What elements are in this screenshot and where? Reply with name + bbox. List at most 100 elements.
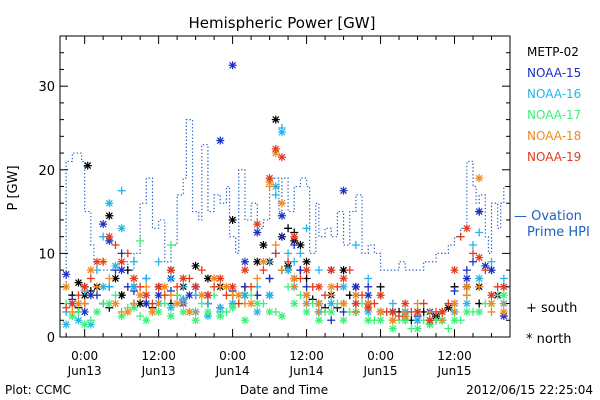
noaa-18-south-point bbox=[314, 307, 323, 316]
metp-02-north-point bbox=[228, 215, 237, 224]
noaa-17-south-point bbox=[247, 291, 256, 300]
y-tick-label: 0 bbox=[47, 331, 55, 346]
noaa-15-north-point bbox=[240, 257, 249, 266]
metp-02-north-point bbox=[74, 278, 83, 287]
noaa-19-south-point bbox=[444, 299, 453, 308]
noaa-19-south-point bbox=[271, 249, 280, 258]
ovation-legend-line1: — Ovation bbox=[514, 209, 582, 224]
noaa-16-north-point bbox=[277, 128, 286, 137]
noaa-15-north-point bbox=[481, 261, 490, 270]
noaa-19-north-point bbox=[240, 266, 249, 275]
noaa-16-south-point bbox=[154, 257, 163, 266]
metp-02-north-point bbox=[80, 291, 89, 300]
noaa-16-north-point bbox=[166, 303, 175, 312]
symbol-legend-north: * north bbox=[526, 332, 572, 347]
metp-02-north-point bbox=[271, 115, 280, 124]
noaa-18-south-point bbox=[277, 266, 286, 275]
noaa-16-north-point bbox=[265, 291, 274, 300]
noaa-19-north-point bbox=[271, 144, 280, 153]
noaa-18-south-point bbox=[351, 307, 360, 316]
noaa-19-south-point bbox=[123, 249, 132, 258]
noaa-17-north-point bbox=[129, 303, 138, 312]
noaa-16-south-point bbox=[284, 249, 293, 258]
x-tick-date-label: Jun14 bbox=[215, 364, 250, 378]
noaa-19-north-point bbox=[228, 282, 237, 291]
noaa-19-north-point bbox=[487, 291, 496, 300]
noaa-19-south-point bbox=[86, 274, 95, 283]
legend-noaa-15: NOAA-15 bbox=[527, 66, 581, 80]
noaa-17-north-point bbox=[154, 307, 163, 316]
noaa-17-north-point bbox=[228, 303, 237, 312]
noaa-19-north-point bbox=[450, 266, 459, 275]
noaa-19-north-point bbox=[425, 316, 434, 325]
noaa-19-north-point bbox=[253, 220, 262, 229]
axes-layer: 01020300:00Jun1312:00Jun130:00Jun1412:00… bbox=[38, 35, 511, 378]
noaa-18-south-point bbox=[302, 299, 311, 308]
x-tick-time-label: 0:00 bbox=[367, 349, 394, 363]
noaa-18-north-point bbox=[376, 307, 385, 316]
noaa-18-north-point bbox=[388, 316, 397, 325]
metp-02-north-point bbox=[290, 236, 299, 245]
noaa-16-south-point bbox=[351, 241, 360, 250]
noaa-18-north-point bbox=[210, 274, 219, 283]
noaa-19-south-point bbox=[370, 299, 379, 308]
noaa-16-south-point bbox=[117, 186, 126, 195]
noaa-19-north-point bbox=[129, 274, 138, 283]
noaa-18-south-point bbox=[253, 274, 262, 283]
x-tick-time-label: 0:00 bbox=[71, 349, 98, 363]
metp-02-north-point bbox=[253, 257, 262, 266]
noaa-17-south-point bbox=[136, 312, 145, 321]
noaa-17-north-point bbox=[265, 307, 274, 316]
noaa-19-north-point bbox=[475, 253, 484, 262]
noaa-19-north-point bbox=[203, 291, 212, 300]
metp-02-north-point bbox=[339, 266, 348, 275]
noaa-19-north-point bbox=[191, 282, 200, 291]
noaa-19-south-point bbox=[148, 299, 157, 308]
noaa-19-south-point bbox=[395, 312, 404, 321]
noaa-17-north-point bbox=[339, 316, 348, 325]
noaa-19-south-point bbox=[284, 257, 293, 266]
legend-noaa-17: NOAA-17 bbox=[527, 108, 581, 122]
noaa-16-north-point bbox=[117, 224, 126, 233]
noaa-16-north-point bbox=[253, 307, 262, 316]
x-tick-date-label: Jun15 bbox=[437, 364, 472, 378]
noaa-18-north-point bbox=[450, 299, 459, 308]
noaa-16-south-point bbox=[364, 274, 373, 283]
noaa-16-north-point bbox=[179, 295, 188, 304]
noaa-19-north-point bbox=[80, 282, 89, 291]
noaa-15-north-point bbox=[364, 291, 373, 300]
noaa-18-north-point bbox=[271, 149, 280, 158]
noaa-18-south-point bbox=[68, 307, 77, 316]
noaa-18-north-point bbox=[277, 199, 286, 208]
noaa-16-south-point bbox=[499, 274, 508, 283]
noaa-18-north-point bbox=[265, 178, 274, 187]
noaa-16-north-point bbox=[74, 316, 83, 325]
noaa-19-north-point bbox=[290, 232, 299, 241]
noaa-18-north-point bbox=[136, 291, 145, 300]
noaa-19-south-point bbox=[481, 266, 490, 275]
noaa-19-south-point bbox=[210, 282, 219, 291]
noaa-15-north-point bbox=[142, 299, 151, 308]
noaa-16-south-point bbox=[487, 257, 496, 266]
noaa-18-north-point bbox=[327, 282, 336, 291]
noaa-18-north-point bbox=[247, 299, 256, 308]
noaa-16-south-point bbox=[166, 274, 175, 283]
noaa-15-north-point bbox=[86, 291, 95, 300]
y-tick-label: 10 bbox=[38, 247, 55, 262]
noaa-17-north-point bbox=[499, 291, 508, 300]
noaa-17-north-point bbox=[191, 316, 200, 325]
noaa-15-north-point bbox=[351, 282, 360, 291]
noaa-19-north-point bbox=[339, 274, 348, 283]
noaa-17-north-point bbox=[413, 324, 422, 333]
noaa-19-north-point bbox=[438, 307, 447, 316]
noaa-15-north-point bbox=[499, 312, 508, 321]
noaa-17-south-point bbox=[136, 236, 145, 245]
noaa-19-south-point bbox=[259, 266, 268, 275]
noaa-18-north-point bbox=[259, 257, 268, 266]
noaa-18-north-point bbox=[302, 291, 311, 300]
metp-02-north-point bbox=[83, 161, 92, 170]
noaa-18-north-point bbox=[487, 299, 496, 308]
noaa-17-north-point bbox=[92, 307, 101, 316]
noaa-18-south-point bbox=[462, 291, 471, 300]
